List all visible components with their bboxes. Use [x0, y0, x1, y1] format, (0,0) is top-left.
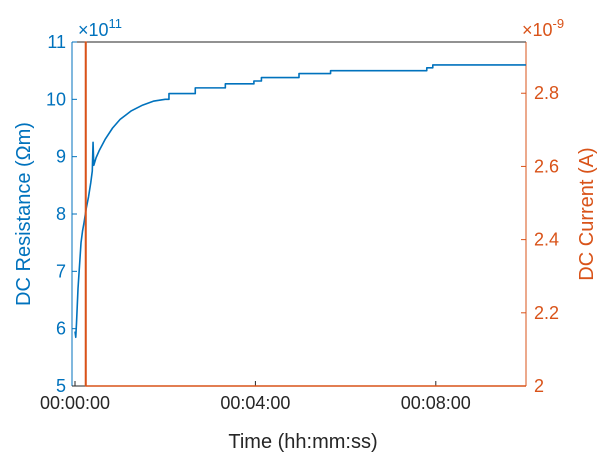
- right-axis-exponent: ×10-9: [522, 16, 564, 40]
- right-y-axis: 2 2.2 2.4 2.6 2.8 ×10-9: [521, 16, 564, 396]
- plot-background: [72, 42, 526, 386]
- right-axis-label: DC Current (A): [576, 147, 598, 280]
- x-tick-label: 00:00:00: [40, 393, 110, 413]
- x-tick-label: 00:04:00: [220, 393, 290, 413]
- resistance-series-line: [74, 64, 526, 339]
- left-tick-label: 11: [47, 32, 66, 52]
- labels-layer: Time (hh:mm:ss) DC Resistance (Ωm) DC Cu…: [13, 122, 598, 453]
- right-axis-exponent-power: -9: [553, 16, 565, 31]
- right-tick-label: 2.2: [534, 303, 559, 323]
- left-tick-label: 9: [56, 147, 66, 167]
- plot-area: [72, 41, 526, 386]
- series-layer: [74, 41, 526, 387]
- left-tick-label: 5: [56, 376, 66, 396]
- x-axis-label: Time (hh:mm:ss): [228, 431, 377, 453]
- current-series-line: [84, 41, 526, 387]
- right-tick-label: 2: [534, 376, 544, 396]
- x-tick-label: 00:08:00: [401, 393, 471, 413]
- left-tick-label: 8: [56, 204, 66, 224]
- left-tick-label: 7: [56, 261, 66, 281]
- left-tick-label: 6: [56, 319, 66, 339]
- left-axis-exponent: ×1011: [78, 16, 122, 40]
- right-tick-label: 2.8: [534, 83, 559, 103]
- left-axis-label: DC Resistance (Ωm): [13, 122, 35, 306]
- left-tick-label: 10: [46, 89, 66, 109]
- right-tick-label: 2.4: [534, 230, 559, 250]
- right-tick-label: 2.6: [534, 156, 559, 176]
- left-axis-exponent-power: 11: [109, 16, 123, 31]
